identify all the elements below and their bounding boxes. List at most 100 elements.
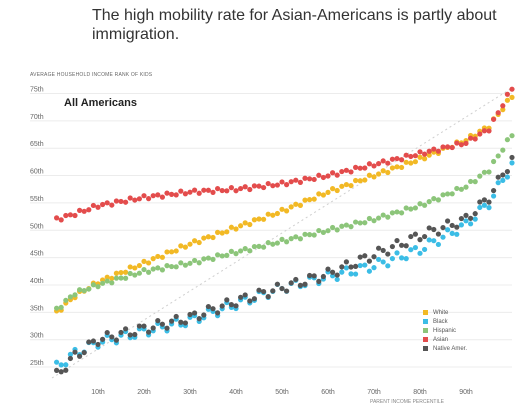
asian-point [279, 179, 285, 185]
hispanic-point [458, 186, 464, 192]
white-point [109, 275, 115, 282]
hispanic-point [219, 253, 225, 259]
native-amer-point [72, 349, 78, 355]
hispanic-point [63, 297, 69, 303]
black-point [362, 262, 368, 268]
native-amer-point [100, 336, 106, 342]
native-amer-point [399, 242, 405, 248]
hispanic-point [284, 239, 290, 245]
black-point [366, 268, 372, 274]
black-point [435, 241, 441, 248]
hispanic-point [77, 287, 83, 293]
black-point [422, 246, 428, 253]
white-point [366, 172, 372, 178]
native-amer-point [81, 349, 87, 356]
y-tick-label: 55th [30, 196, 44, 203]
black-point [394, 250, 400, 256]
hispanic-point [417, 201, 423, 207]
native-amer-point [261, 288, 267, 295]
hispanic-point [440, 192, 446, 198]
black-point [417, 250, 423, 256]
legend-label: Native Amer. [433, 345, 468, 352]
hispanic-point [104, 278, 110, 284]
white-point [426, 152, 432, 158]
asian-point [403, 152, 409, 158]
asian-point [178, 188, 184, 194]
asian-point [468, 135, 474, 141]
white-point [242, 220, 248, 226]
asian-point [247, 186, 253, 193]
black-point [339, 269, 345, 275]
asian-point [440, 144, 446, 150]
asian-point [500, 103, 506, 109]
asian-point [251, 183, 257, 189]
asian-point [293, 177, 299, 183]
hispanic-point [339, 223, 345, 229]
legend-swatch [423, 346, 428, 351]
asian-point [458, 142, 464, 148]
white-point [380, 168, 386, 174]
asian-point [155, 192, 161, 198]
asian-point [330, 170, 336, 176]
x-tick-label: 50th [275, 389, 289, 396]
chart-headline: The high mobility rate for Asian-America… [92, 7, 497, 43]
hispanic-point [86, 286, 92, 292]
hispanic-point [54, 305, 60, 311]
native-amer-point [330, 269, 336, 275]
native-amer-point [205, 303, 211, 310]
native-amer-point [486, 199, 492, 205]
white-point [201, 235, 207, 241]
native-amer-point [238, 294, 244, 300]
white-point [219, 230, 225, 236]
hispanic-point [159, 267, 165, 273]
hispanic-point [302, 231, 308, 237]
hispanic-point [224, 252, 230, 258]
hispanic-point [348, 224, 354, 230]
asian-point [426, 148, 432, 154]
white-point [155, 253, 161, 260]
native-amer-point [454, 224, 460, 230]
asian-point [348, 169, 354, 175]
white-point [182, 244, 188, 250]
y-tick-label: 40th [30, 278, 44, 285]
hispanic-point [228, 248, 234, 254]
white-point [422, 156, 428, 162]
white-point [389, 165, 395, 171]
native-amer-point [472, 211, 478, 217]
reference-line [51, 87, 513, 379]
asian-point [242, 184, 248, 190]
native-amer-point [302, 281, 308, 287]
white-point [307, 197, 313, 203]
native-amer-point [86, 339, 92, 345]
native-amer-point [233, 303, 239, 309]
asian-point [159, 194, 165, 200]
y-tick-label: 45th [30, 251, 44, 258]
legend-swatch [423, 328, 428, 333]
hispanic-point [261, 244, 267, 250]
native-amer-point [173, 313, 179, 320]
asian-point [173, 192, 179, 198]
white-point [311, 196, 317, 202]
hispanic-point [311, 232, 317, 238]
asian-point [228, 185, 234, 191]
asian-point [477, 131, 483, 137]
native-amer-point [201, 312, 207, 318]
asian-point [127, 195, 133, 201]
black-point [431, 238, 437, 244]
white-point [385, 169, 391, 176]
black-point [486, 205, 492, 211]
asian-point [86, 207, 92, 213]
white-point [403, 159, 409, 165]
native-amer-point [104, 329, 110, 336]
legend-item: White [423, 308, 467, 317]
x-tick-label: 60th [321, 389, 335, 396]
black-point [477, 204, 483, 211]
black-point [426, 237, 432, 243]
x-tick-label: 80th [413, 389, 427, 396]
y-tick-label: 60th [30, 169, 44, 176]
hispanic-point [495, 153, 501, 159]
white-point [169, 249, 175, 255]
asian-point [371, 163, 377, 169]
black-point [348, 271, 354, 277]
